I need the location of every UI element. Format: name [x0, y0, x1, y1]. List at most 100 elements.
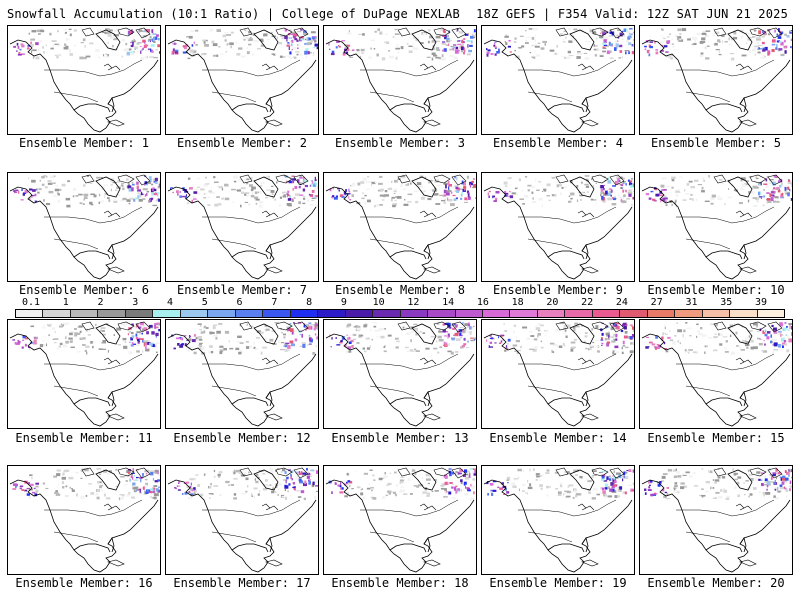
arctic-island: [555, 174, 569, 184]
north-america-map: [325, 27, 476, 133]
member-label-6: Ensemble Member: 6: [18, 283, 150, 297]
ensemble-map-10: [639, 172, 793, 282]
hudson-bay: [95, 323, 121, 345]
arctic-island: [767, 321, 783, 333]
us-canada-border: [676, 499, 775, 517]
gulf-coast: [73, 103, 111, 113]
arctic-island: [397, 27, 411, 37]
colorbar-tick-label: 12: [407, 297, 420, 308]
great-lakes: [419, 210, 437, 218]
colorbar-swatch: [345, 310, 374, 317]
snowfall-shading: [170, 175, 318, 208]
arctic-island: [591, 321, 609, 331]
hudson-bay: [253, 469, 279, 491]
us-canada-border: [360, 499, 459, 517]
great-lakes: [103, 503, 121, 511]
gulf-coast: [231, 543, 269, 553]
florida-coast: [423, 97, 431, 113]
caribbean-islands: [265, 413, 283, 421]
member-label-5: Ensemble Member: 5: [650, 136, 782, 150]
arctic-island: [397, 467, 411, 477]
gulf-coast: [73, 543, 111, 553]
north-america-map: [641, 27, 792, 133]
arctic-island: [81, 467, 95, 477]
caribbean-islands: [265, 266, 283, 274]
gulf-coast: [231, 250, 269, 260]
member-label-12: Ensemble Member: 12: [173, 431, 311, 445]
colorbar-swatch: [208, 310, 236, 317]
arctic-island: [275, 467, 293, 477]
gulf-coast: [73, 250, 111, 260]
us-canada-border: [518, 353, 617, 371]
hudson-bay: [411, 29, 437, 51]
arctic-island: [591, 467, 609, 477]
hudson-bay: [95, 176, 121, 198]
arctic-island: [135, 174, 151, 186]
arctic-island: [451, 27, 467, 39]
snowfall-shading: [644, 468, 792, 500]
snowfall-shading: [328, 468, 476, 501]
hudson-bay: [95, 29, 121, 51]
arctic-island: [433, 174, 451, 184]
arctic-island: [293, 27, 309, 39]
us-mexico-border: [211, 238, 257, 250]
gulf-coast: [389, 543, 427, 553]
us-mexico-border: [53, 531, 99, 543]
gulf-coast: [705, 103, 743, 113]
ensemble-map-14: [481, 319, 635, 429]
arctic-island: [451, 321, 467, 333]
us-canada-border: [44, 206, 143, 224]
us-mexico-border: [53, 385, 99, 397]
colorbar-swatch: [43, 310, 71, 317]
north-america-map: [325, 467, 476, 573]
ensemble-map-2: [165, 25, 319, 135]
arctic-island: [591, 27, 609, 37]
florida-coast: [581, 391, 589, 407]
arctic-island: [117, 321, 135, 331]
arctic-island: [293, 467, 309, 479]
snowfall-shading: [328, 28, 476, 61]
snowfall-shading: [486, 28, 634, 60]
us-mexico-border: [685, 531, 731, 543]
us-canada-border: [518, 59, 617, 77]
great-lakes: [103, 357, 121, 365]
colorbar-swatch: [482, 310, 511, 317]
arctic-island: [555, 27, 569, 37]
us-canada-border: [202, 353, 301, 371]
great-lakes: [735, 63, 753, 71]
caribbean-islands: [265, 119, 283, 127]
arctic-island: [275, 174, 293, 184]
us-canada-border: [676, 59, 775, 77]
arctic-island: [713, 321, 727, 331]
ensemble-map-16: [7, 465, 161, 575]
ensemble-map-6: [7, 172, 161, 282]
snowfall-shading: [12, 322, 160, 355]
colorbar-tick-label: 16: [476, 297, 489, 308]
member-label-4: Ensemble Member: 4: [492, 136, 624, 150]
great-lakes: [419, 357, 437, 365]
ensemble-map-9: [481, 172, 635, 282]
great-lakes: [419, 503, 437, 511]
arctic-island: [609, 174, 625, 186]
ensemble-map-5: [639, 25, 793, 135]
snowfall-shading: [329, 175, 476, 208]
florida-coast: [739, 97, 747, 113]
caribbean-islands: [423, 119, 441, 127]
colorbar-tick-label: 39: [754, 297, 768, 308]
hudson-bay: [727, 323, 753, 345]
arctic-island: [397, 174, 411, 184]
colorbar-swatch: [647, 310, 676, 317]
florida-coast: [107, 537, 115, 553]
great-lakes: [735, 503, 753, 511]
coastline: [483, 479, 633, 573]
caribbean-islands: [423, 413, 441, 421]
arctic-island: [275, 321, 293, 331]
caribbean-islands: [107, 119, 125, 127]
coastline: [325, 39, 475, 133]
us-canada-border: [360, 206, 459, 224]
caribbean-islands: [739, 119, 757, 127]
arctic-island: [749, 27, 767, 37]
colorbar-tick-label: 22: [581, 297, 594, 308]
coastline: [641, 333, 791, 427]
us-canada-border: [360, 353, 459, 371]
